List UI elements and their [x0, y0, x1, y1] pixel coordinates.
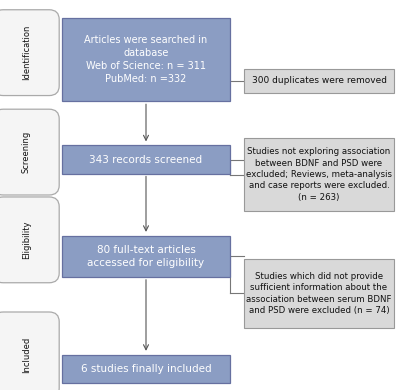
FancyBboxPatch shape: [62, 18, 230, 101]
Text: 343 records screened: 343 records screened: [90, 154, 202, 165]
Text: Studies which did not provide
sufficient information about the
association betwe: Studies which did not provide sufficient…: [246, 272, 392, 315]
Text: Included: Included: [22, 337, 31, 373]
FancyBboxPatch shape: [0, 312, 59, 390]
FancyBboxPatch shape: [244, 69, 394, 93]
Text: 6 studies finally included: 6 studies finally included: [81, 364, 211, 374]
FancyBboxPatch shape: [0, 109, 59, 195]
Text: Articles were searched in
database
Web of Science: n = 311
PubMed: n =332: Articles were searched in database Web o…: [84, 35, 208, 84]
FancyBboxPatch shape: [62, 355, 230, 383]
Text: 80 full-text articles
accessed for eligibility: 80 full-text articles accessed for eligi…: [88, 245, 204, 268]
FancyBboxPatch shape: [0, 197, 59, 283]
FancyBboxPatch shape: [62, 236, 230, 277]
FancyBboxPatch shape: [62, 145, 230, 174]
FancyBboxPatch shape: [0, 10, 59, 96]
Text: 300 duplicates were removed: 300 duplicates were removed: [252, 76, 386, 85]
FancyBboxPatch shape: [244, 138, 394, 211]
Text: Studies not exploring association
between BDNF and PSD were
excluded; Reviews, m: Studies not exploring association betwee…: [246, 147, 392, 202]
Text: Eligibility: Eligibility: [22, 221, 31, 259]
Text: Identification: Identification: [22, 25, 31, 80]
Text: Screening: Screening: [22, 131, 31, 173]
FancyBboxPatch shape: [244, 259, 394, 328]
